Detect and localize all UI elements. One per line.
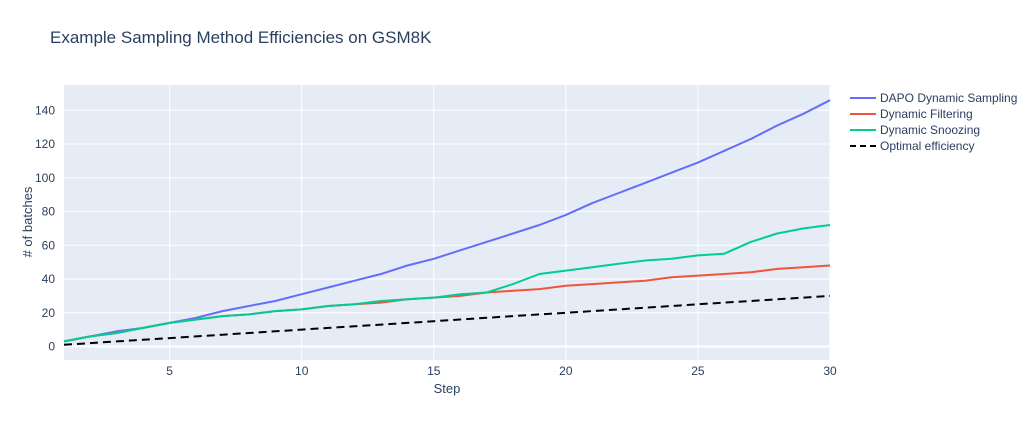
chart-title: Example Sampling Method Efficiencies on … bbox=[50, 28, 432, 47]
y-axis-label: # of batches bbox=[20, 186, 35, 257]
grid-lines bbox=[64, 85, 831, 360]
y-tick-label: 60 bbox=[42, 238, 56, 252]
x-tick-label: 10 bbox=[295, 364, 309, 378]
y-tick-label: 140 bbox=[35, 103, 55, 117]
series-line-1 bbox=[63, 99, 831, 343]
y-tick-label: 0 bbox=[48, 340, 55, 354]
y-tick-label: 100 bbox=[35, 171, 55, 185]
y-tick-label: 40 bbox=[42, 272, 56, 286]
legend-label: Dynamic Filtering bbox=[880, 107, 973, 121]
legend-label: Optimal efficiency bbox=[880, 139, 974, 153]
x-tick-label: 15 bbox=[427, 364, 441, 378]
y-axis-ticks: 0 20 40 60 80 100 120 140 bbox=[35, 103, 55, 353]
series-line-4 bbox=[63, 294, 831, 346]
y-tick-label: 80 bbox=[42, 205, 56, 219]
y-tick-label: 120 bbox=[35, 137, 55, 151]
x-tick-label: 5 bbox=[166, 364, 173, 378]
x-tick-label: 30 bbox=[823, 364, 837, 378]
legend-label: Dynamic Snoozing bbox=[880, 123, 980, 137]
x-tick-label: 20 bbox=[559, 364, 573, 378]
y-tick-label: 20 bbox=[42, 306, 56, 320]
plot-area bbox=[64, 85, 830, 360]
legend-label: DAPO Dynamic Sampling bbox=[880, 91, 1017, 105]
x-axis-label: Step bbox=[434, 381, 461, 396]
series-lines bbox=[63, 99, 831, 346]
x-tick-label: 25 bbox=[691, 364, 705, 378]
series-line-3 bbox=[63, 224, 831, 343]
x-axis-ticks: 5 10 15 20 25 30 bbox=[166, 364, 837, 378]
legend: DAPO Dynamic Sampling Dynamic Filtering Dy… bbox=[850, 91, 1017, 153]
